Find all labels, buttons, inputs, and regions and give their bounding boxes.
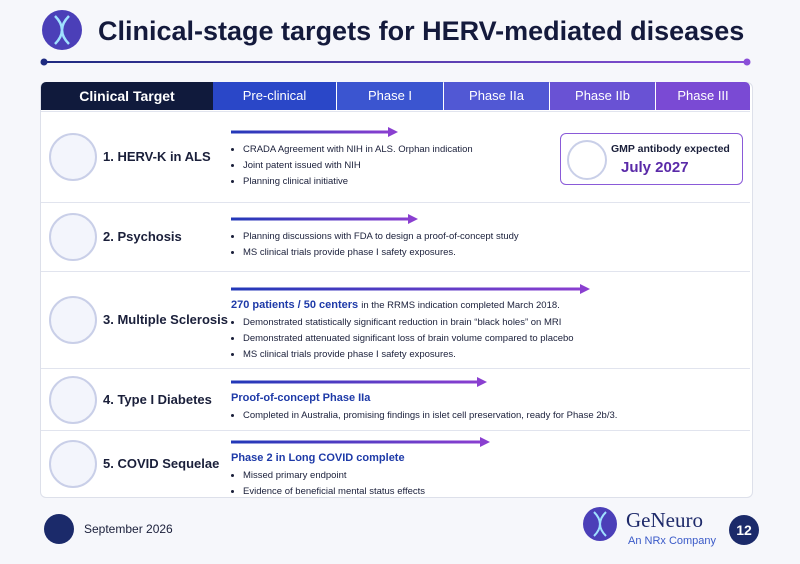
lead-highlight: Phase 2 in Long COVID complete (231, 452, 405, 464)
row-name: 5. COVID Sequelae (103, 456, 220, 471)
bullet: MS clinical trials provide phase I safet… (243, 245, 519, 261)
row-icon (49, 133, 97, 181)
logo-icon (42, 10, 82, 50)
column-header: Phase I (337, 82, 443, 110)
bullet: Evidence of beneficial mental status eff… (243, 484, 425, 500)
lead-highlight: Proof-of-concept Phase IIa (231, 392, 371, 404)
callout-icon (567, 140, 607, 180)
bullet-list: CRADA Agreement with NIH in ALS. Orphan … (231, 142, 473, 190)
bullet-list: Completed in Australia, promising findin… (231, 408, 617, 424)
callout: GMP antibody expected July 2027 (560, 133, 743, 185)
bullet: CRADA Agreement with NIH in ALS. Orphan … (243, 142, 473, 158)
progress-arrow (231, 437, 490, 447)
bullet-list: Missed primary endpointEvidence of benef… (231, 468, 425, 500)
bullet: Demonstrated attenuated significant loss… (243, 331, 574, 347)
bullet: Demonstrated statistically significant r… (243, 315, 574, 331)
table-row: 2. Psychosis Planning discussions with FD… (41, 202, 750, 271)
column-header: Pre-clinical (213, 82, 336, 110)
date: September 2026 (84, 522, 173, 536)
bullet: Completed in Australia, promising findin… (243, 408, 617, 424)
lead: Proof-of-concept Phase IIa (231, 392, 370, 404)
row-name: 1. HERV-K in ALS (103, 149, 211, 164)
table-row: 3. Multiple Sclerosis 270 patients / 50 c… (41, 271, 750, 368)
row-icon (49, 440, 97, 488)
company: GeNeuro (626, 508, 703, 532)
lead-highlight: 270 patients / 50 centers (231, 299, 359, 311)
calendar-icon (44, 514, 74, 544)
table-row: 5. COVID Sequelae Phase 2 in Long COVID c… (41, 430, 750, 497)
bullet: Missed primary endpoint (243, 468, 425, 484)
tagline: An NRx Company (628, 535, 717, 547)
column-header: Clinical Target (41, 82, 213, 110)
callout-date: July 2027 (621, 159, 689, 176)
row-icon (49, 213, 97, 261)
company-logo (583, 507, 617, 541)
row-name: 4. Type I Diabetes (103, 391, 212, 407)
lead: 270 patients / 50 centers in the RRMS in… (231, 299, 560, 311)
row-name: 2. Psychosis (103, 229, 182, 244)
bullet-list: Planning discussions with FDA to design … (231, 229, 519, 261)
bullet: MS clinical trials provide phase I safet… (243, 347, 574, 363)
progress-arrow (231, 377, 487, 387)
column-header: Phase III (656, 82, 750, 110)
row-icon (49, 375, 97, 424)
title: Clinical-stage targets for HERV-mediated… (98, 16, 745, 46)
column-header: Phase IIa (444, 82, 549, 110)
bullet-list: Demonstrated statistically significant r… (231, 315, 574, 363)
lead-text: in the RRMS indication completed March 2… (361, 300, 560, 311)
row-icon (49, 296, 97, 344)
lead: Phase 2 in Long COVID complete (231, 452, 405, 464)
callout-label: GMP antibody expected (611, 143, 730, 155)
page-number: 12 (729, 515, 759, 545)
row-name: 3. Multiple Sclerosis (103, 312, 228, 327)
progress-arrow (231, 284, 590, 294)
bullet: Joint patent issued with NIH (243, 158, 473, 174)
column-header: Phase IIb (550, 82, 655, 110)
table-row: 4. Type I Diabetes Proof-of-concept Phase… (41, 368, 750, 430)
bullet: Planning clinical initiative (243, 174, 473, 190)
table-row: 1. HERV-K in ALS CRADA Agreement with NIH… (41, 111, 750, 202)
divider (40, 58, 751, 66)
bullet: Planning discussions with FDA to design … (243, 229, 519, 245)
progress-arrow (231, 214, 418, 224)
progress-arrow (231, 127, 398, 137)
